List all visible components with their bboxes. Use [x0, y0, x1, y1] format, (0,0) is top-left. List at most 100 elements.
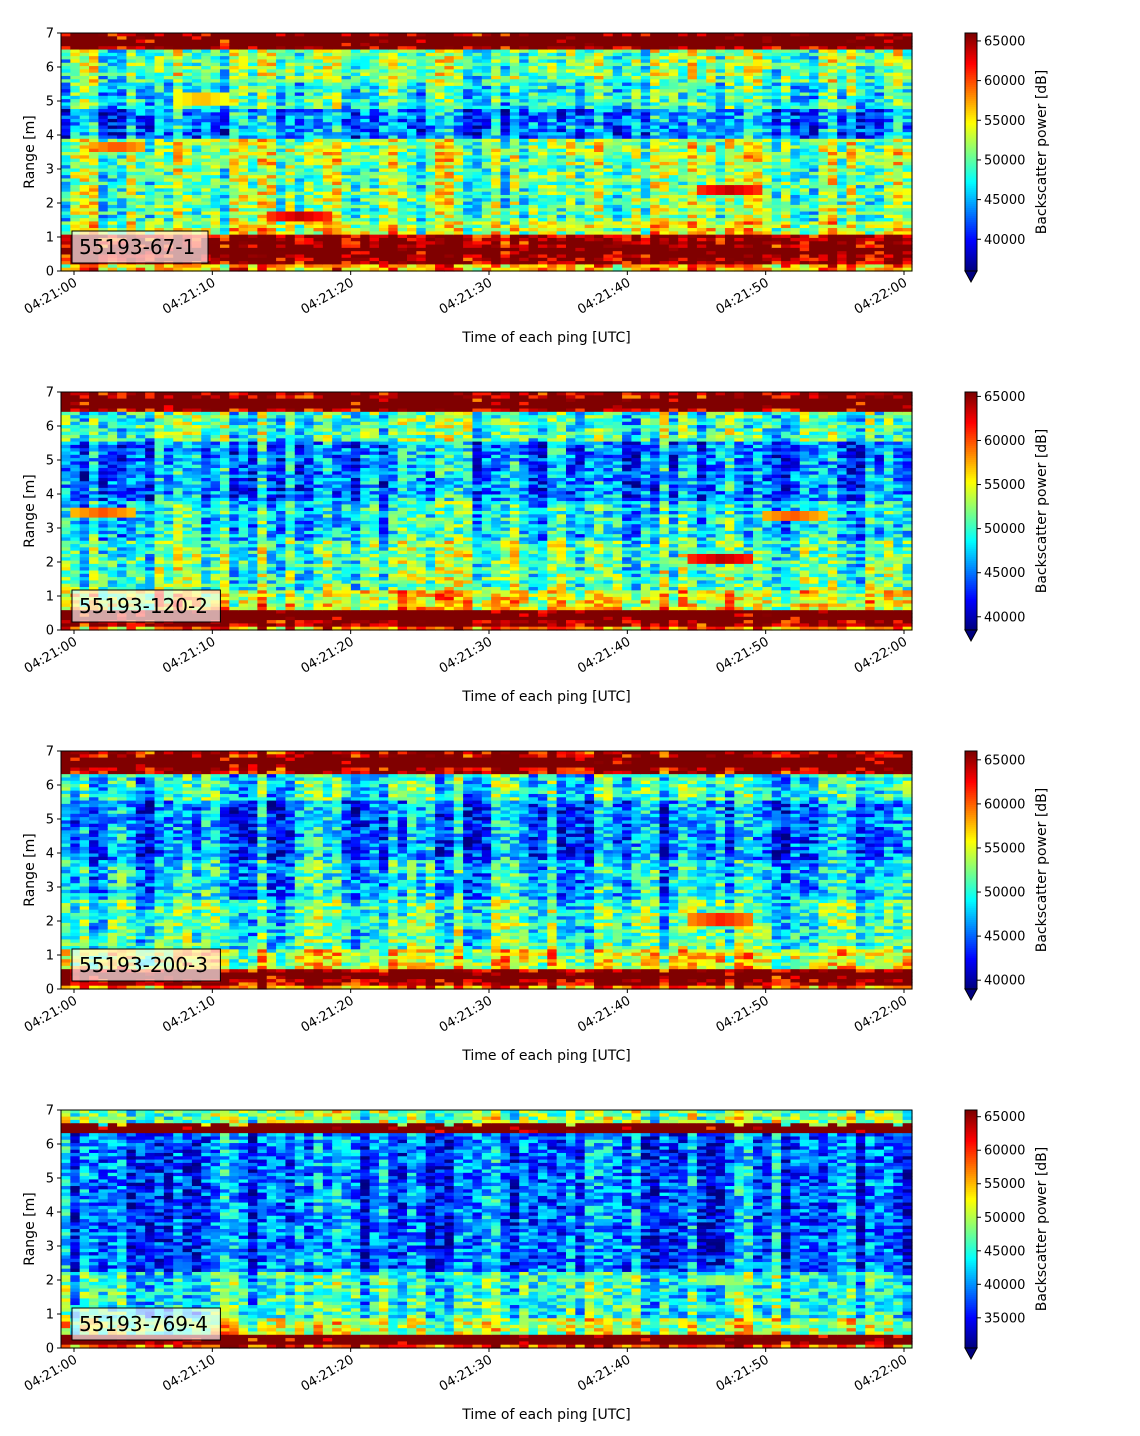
- heatmap-cell: [444, 204, 455, 209]
- heatmap-cell: [61, 62, 71, 67]
- heatmap-cell: [98, 62, 109, 67]
- heatmap-cell: [229, 66, 240, 70]
- heatmap-cell: [491, 95, 502, 100]
- heatmap-cell: [369, 125, 380, 130]
- heatmap-cell: [266, 122, 277, 127]
- heatmap-cell: [416, 82, 427, 87]
- heatmap-cell: [332, 36, 343, 41]
- heatmap-cell: [107, 138, 118, 143]
- heatmap-cell: [163, 62, 174, 67]
- heatmap-cell: [98, 109, 109, 113]
- heatmap-cell: [294, 264, 305, 269]
- heatmap-cell: [107, 72, 118, 77]
- heatmap-cell: [407, 148, 417, 153]
- heatmap-cell: [163, 155, 174, 160]
- heatmap-cell: [89, 112, 99, 117]
- heatmap-cell: [173, 198, 184, 203]
- heatmap-cell: [238, 171, 249, 176]
- heatmap-cell: [219, 175, 230, 180]
- heatmap-cell: [191, 158, 202, 163]
- heatmap-cell: [294, 122, 305, 127]
- heatmap-cell: [435, 69, 446, 74]
- heatmap-cell: [201, 204, 212, 209]
- heatmap-cell: [388, 188, 399, 193]
- heatmap-cell: [463, 56, 474, 61]
- heatmap-cell: [135, 211, 146, 216]
- heatmap-cell: [257, 221, 268, 226]
- heatmap-cell: [191, 228, 202, 232]
- heatmap-cell: [70, 168, 81, 173]
- heatmap-cell: [154, 132, 165, 137]
- heatmap-cell: [126, 168, 137, 173]
- heatmap-cell: [416, 251, 427, 256]
- heatmap-cell: [229, 125, 240, 130]
- heatmap-cell: [397, 241, 408, 246]
- heatmap-cell: [416, 89, 427, 94]
- heatmap-cell: [154, 185, 165, 189]
- heatmap-cell: [416, 66, 427, 70]
- heatmap-cell: [276, 49, 287, 54]
- heatmap-cell: [294, 112, 305, 117]
- heatmap-cell: [313, 181, 324, 186]
- heatmap-cell: [322, 66, 333, 70]
- heatmap-cell: [463, 52, 474, 57]
- heatmap-cell: [135, 161, 146, 166]
- heatmap-cell: [182, 118, 193, 123]
- heatmap-cell: [304, 244, 315, 249]
- heatmap-cell: [285, 214, 296, 219]
- heatmap-cell: [238, 49, 249, 54]
- heatmap-cell: [163, 39, 174, 44]
- heatmap-cell: [276, 244, 287, 249]
- heatmap-cell: [425, 264, 436, 269]
- heatmap-cell: [173, 218, 184, 223]
- heatmap-cell: [360, 115, 371, 120]
- heatmap-cell: [397, 244, 408, 249]
- heatmap-cell: [70, 62, 81, 67]
- heatmap-cell: [219, 214, 230, 219]
- heatmap-cell: [313, 132, 324, 137]
- heatmap-cell: [388, 211, 399, 216]
- heatmap-cell: [210, 201, 221, 206]
- heatmap-cell: [341, 115, 352, 120]
- heatmap-cell: [201, 194, 212, 199]
- heatmap-cell: [491, 92, 502, 97]
- heatmap-cell: [341, 89, 352, 94]
- heatmap-cell: [117, 99, 128, 104]
- heatmap-cell: [210, 128, 221, 133]
- heatmap-cell: [182, 36, 193, 41]
- heatmap-cell: [163, 218, 174, 223]
- heatmap-cell: [191, 128, 202, 133]
- heatmap-cell: [285, 135, 296, 140]
- heatmap-cell: [154, 122, 165, 127]
- heatmap-cell: [79, 135, 90, 140]
- heatmap-cell: [472, 95, 483, 100]
- heatmap-cell: [135, 122, 146, 127]
- heatmap-cell: [463, 198, 474, 203]
- heatmap-cell: [397, 42, 408, 47]
- heatmap-cell: [444, 211, 455, 216]
- heatmap-cell: [463, 142, 474, 146]
- heatmap-cell: [322, 69, 333, 74]
- heatmap-cell: [388, 112, 399, 117]
- heatmap-cell: [388, 155, 399, 160]
- heatmap-cell: [276, 72, 287, 77]
- heatmap-cell: [407, 99, 417, 104]
- heatmap-cell: [191, 85, 202, 90]
- heatmap-cell: [126, 218, 137, 223]
- heatmap-cell: [294, 89, 305, 94]
- heatmap-cell: [463, 204, 474, 209]
- heatmap-cell: [378, 79, 389, 84]
- heatmap-cell: [369, 115, 380, 120]
- heatmap-cell: [416, 33, 427, 37]
- heatmap-cell: [444, 69, 455, 74]
- heatmap-cell: [276, 234, 287, 239]
- heatmap-cell: [191, 42, 202, 47]
- heatmap-cell: [266, 211, 277, 216]
- heatmap-cell: [266, 49, 277, 54]
- heatmap-cell: [350, 201, 361, 206]
- heatmap-cell: [191, 152, 202, 156]
- heatmap-cell: [444, 135, 455, 140]
- heatmap-cell: [117, 66, 128, 70]
- heatmap-cell: [266, 261, 277, 265]
- heatmap-cell: [481, 165, 492, 170]
